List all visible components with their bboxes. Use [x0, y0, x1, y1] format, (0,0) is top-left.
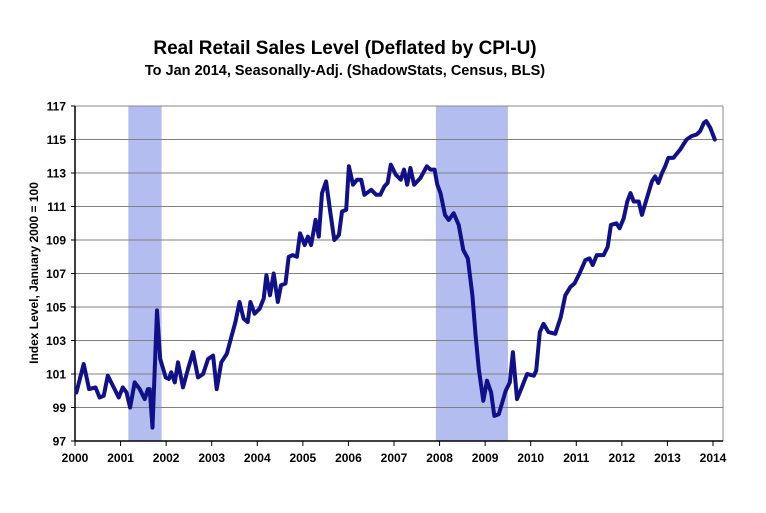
series-line-real-retail-sales: [74, 119, 717, 430]
x-tick-label: 2012: [609, 451, 636, 465]
y-tick-label: 105: [46, 301, 66, 315]
axes: [71, 105, 724, 446]
chart-subtitle: To Jan 2014, Seasonally-Adj. (ShadowStat…: [145, 63, 545, 79]
x-tick-label: 2009: [472, 451, 499, 465]
y-tick-label: 111: [47, 200, 66, 214]
x-tick-label: 2005: [290, 451, 317, 465]
chart-title: Real Retail Sales Level (Deflated by CPI…: [153, 38, 536, 59]
x-tick-label: 2004: [244, 451, 271, 465]
y-tick-label: 117: [47, 100, 67, 114]
x-tick-label: 2000: [62, 451, 89, 465]
x-tick-label: 2011: [563, 451, 589, 465]
y-tick-label: 113: [47, 167, 67, 181]
x-tick-label: 2006: [335, 451, 362, 465]
y-tick-label: 97: [53, 435, 67, 449]
x-tick-label: 2002: [153, 451, 180, 465]
x-tick-label: 2013: [654, 451, 681, 465]
x-tick-label: 2001: [107, 451, 134, 465]
x-tick-label: 2008: [426, 451, 453, 465]
x-tick-label: 2003: [198, 451, 225, 465]
y-tick-label: 101: [46, 368, 66, 382]
y-tick-label: 103: [46, 334, 66, 348]
x-tick-labels: 2000 2001 2002 2003 2004 2005 2006 2007 2008 2009…: [62, 451, 727, 465]
y-axis-label: Index Level, January 2000 = 100: [27, 182, 41, 364]
y-tick-label: 115: [47, 133, 67, 147]
x-tick-label: 2014: [700, 451, 727, 465]
y-tick-label: 107: [46, 267, 66, 281]
series-group: [74, 119, 717, 430]
x-tick-label: 2010: [517, 451, 544, 465]
y-tick-label: 109: [46, 234, 66, 248]
gridlines: [75, 139, 723, 408]
x-tick-label: 2007: [381, 451, 408, 465]
y-tick-labels: 97 99 101 103 105 107 109 111 113 115 117: [46, 100, 66, 449]
y-tick-label: 99: [53, 401, 67, 415]
